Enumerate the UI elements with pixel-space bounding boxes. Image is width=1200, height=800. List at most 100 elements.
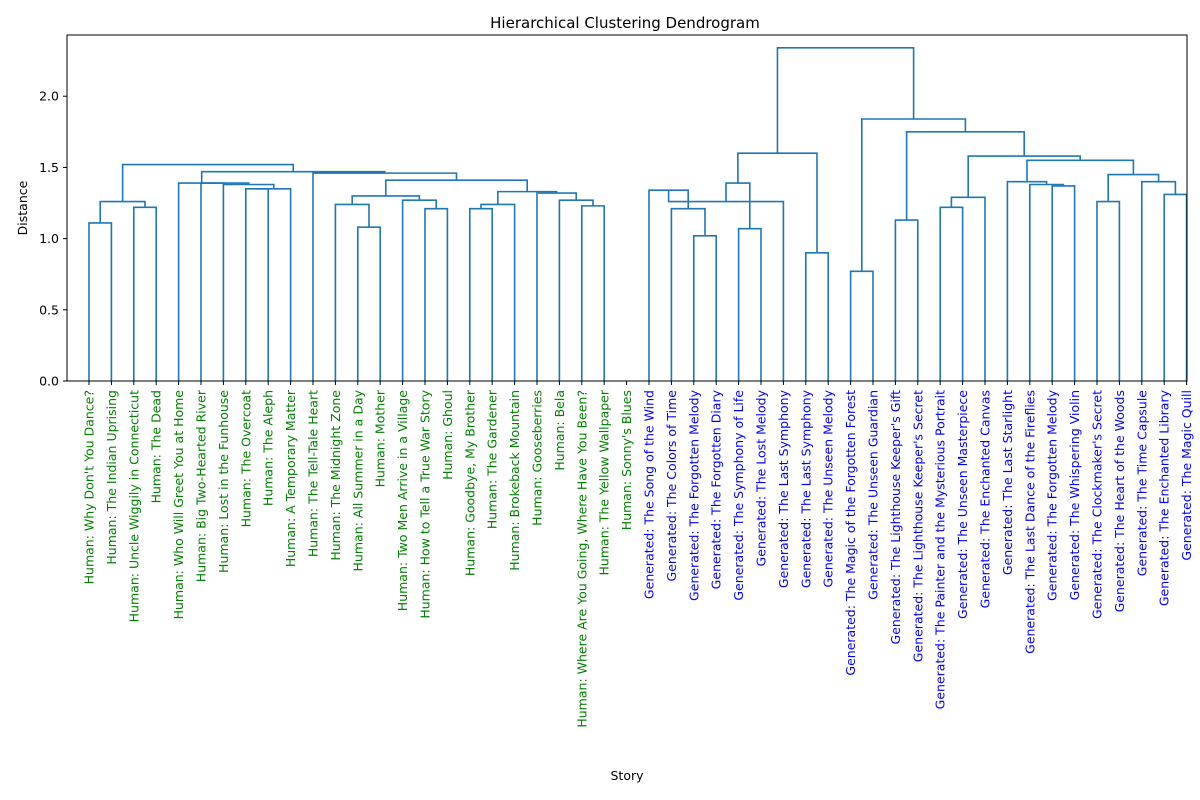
leaf-label: Generated: The Lost Melody: [754, 389, 769, 566]
leaf-label: Human: A Temporary Matter: [283, 389, 298, 567]
dendrogram-link: [1051, 185, 1076, 381]
dendrogram-link: [905, 131, 1025, 221]
leaf-label: Human: Where Are You Going, Where Have Y…: [574, 390, 589, 728]
leaf-label: Generated: The Forgotten Diary: [709, 389, 724, 589]
y-tick-label: 0.0: [39, 374, 59, 389]
leaf-labels: Human: Why Don't You Dance? Human: The In…: [82, 381, 1194, 728]
leaf-label: Human: Brokeback Mountain: [507, 390, 522, 571]
dendrogram-link: [805, 252, 829, 381]
leaf-label: Generated: The Whispering Violin: [1067, 390, 1082, 600]
y-tick-label: 1.0: [39, 231, 59, 246]
leaf-label: Generated: The Last Symphony: [798, 389, 813, 588]
dendrogram-link: [861, 118, 967, 272]
dendrogram-link: [725, 182, 751, 229]
leaf-label: Generated: The Time Capsule: [1134, 390, 1149, 577]
dendrogram-link: [1096, 200, 1121, 381]
leaf-label: Human: Sonny's Blues: [619, 390, 634, 530]
leaf-label: Generated: The Clockmaker's Secret: [1090, 390, 1105, 619]
leaf-label: Human: Mother: [373, 389, 388, 487]
dendrogram-link: [939, 206, 964, 381]
leaf-label: Human: Gooseberries: [530, 390, 545, 526]
leaf-label: Human: Why Don't You Dance?: [82, 390, 97, 584]
dendrogram-link: [967, 155, 1081, 198]
leaf-label: Human: The Dead: [149, 390, 164, 503]
leaf-label: Generated: The Enchanted Canvas: [978, 390, 993, 608]
dendrogram-link: [950, 196, 986, 381]
dendrogram-link: [200, 182, 250, 381]
leaf-label: Generated: The Forgotten Melody: [1045, 389, 1060, 601]
leaf-label: Human: The Yellow Wallpaper: [597, 389, 612, 575]
dendrogram-link: [222, 183, 275, 381]
dendrogram-link: [558, 199, 594, 381]
y-tick-label: 0.5: [39, 302, 59, 317]
dendrogram-link: [776, 47, 915, 154]
leaf-label: Generated: The Unseen Masterpiece: [955, 390, 970, 619]
dendrogram-link: [257, 187, 292, 381]
leaf-label: Generated: The Last Symphony: [776, 389, 791, 588]
leaf-label: Human: Who Will Greet You at Home: [171, 390, 186, 620]
leaf-label: Generated: The Lighthouse Keeper's Secre…: [910, 390, 925, 662]
leaf-label: Generated: The Last Starlight: [1000, 390, 1015, 575]
dendrogram-link: [401, 199, 437, 381]
dendrogram-link: [312, 172, 458, 381]
leaf-label: Human: Two Men Arrive in a Village: [395, 390, 410, 611]
dendrogram-link: [357, 226, 381, 381]
leaf-label: Human: Big Two-Hearted River: [194, 389, 209, 582]
dendrogram-link: [536, 192, 577, 381]
leaf-label: Generated: The Unseen Guardian: [866, 390, 881, 600]
dendrogram-link: [1141, 180, 1177, 381]
dendrogram-links: [88, 47, 1188, 381]
leaf-label: Generated: The Unseen Melody: [821, 389, 836, 587]
leaf-label: Generated: The Forgotten Melody: [686, 389, 701, 601]
leaf-label: Human: Ghoul: [440, 390, 455, 480]
dendrogram-link: [99, 200, 146, 223]
leaf-label: Human: Goodbye, My Brother: [462, 389, 477, 576]
dendrogram-link: [648, 189, 689, 381]
dendrogram-link: [894, 219, 919, 381]
leaf-label: Generated: The Lighthouse Keeper's Gift: [888, 390, 903, 645]
leaf-label: Human: The Midnight Zone: [328, 390, 343, 561]
tick-layer: 0.0 0.5 1.0 1.5 2.0: [39, 89, 67, 389]
y-tick-label: 1.5: [39, 160, 59, 175]
dendrogram-link: [849, 270, 874, 381]
leaf-label: Human: The Tell-Tale Heart: [306, 390, 321, 557]
dendrogram-link: [1107, 173, 1160, 202]
leaf-label: Generated: The Last Dance of the Firefli…: [1022, 390, 1037, 654]
leaf-label: Generated: The Colors of Time: [664, 390, 679, 582]
dendrogram-link: [334, 203, 370, 381]
dendrogram-link: [693, 234, 717, 381]
dendrogram-link: [424, 207, 449, 381]
dendrogram-link: [1006, 180, 1048, 381]
dendrogram-link: [177, 182, 225, 381]
dendrogram-link: [737, 227, 762, 381]
chart-title: Hierarchical Clustering Dendrogram: [490, 14, 760, 32]
dendrogram-link: [121, 163, 295, 202]
dendrogram-link: [88, 222, 113, 381]
dendrogram-link: [1026, 159, 1135, 182]
dendrogram-link: [469, 207, 493, 381]
leaf-label: Human: The Overcoat: [238, 390, 253, 527]
leaf-label: Human: The Aleph: [261, 390, 276, 506]
leaf-label: Generated: The Enchanted Library: [1157, 389, 1172, 606]
dendrogram-link: [667, 190, 785, 381]
leaf-label: Human: All Summer in a Day: [350, 389, 365, 571]
leaf-label: Generated: The Painter and the Mysteriou…: [933, 390, 948, 709]
leaf-label: Generated: The Heart of the Woods: [1112, 390, 1127, 612]
dendrogram-link: [1163, 193, 1188, 381]
dendrogram-link: [385, 179, 528, 196]
leaf-label: Human: Lost in the Funhouse: [216, 390, 231, 573]
leaf-label: Generated: The Song of the Wind: [642, 390, 657, 599]
leaf-label: Generated: The Symphony of Life: [731, 390, 746, 601]
leaf-label: Human: The Gardener: [485, 389, 500, 529]
dendrogram-link: [480, 203, 516, 381]
dendrogram-link: [1029, 183, 1065, 381]
dendrogram-link: [245, 187, 269, 381]
plot-frame: [66, 34, 1188, 382]
dendrogram-link: [670, 207, 706, 381]
x-axis-title: Story: [610, 768, 644, 783]
y-axis-title: Distance: [15, 180, 30, 235]
leaf-label: Human: Bela: [552, 390, 567, 471]
dendrogram-link: [133, 206, 157, 381]
leaf-label: Generated: The Magic Quill: [1179, 390, 1194, 561]
